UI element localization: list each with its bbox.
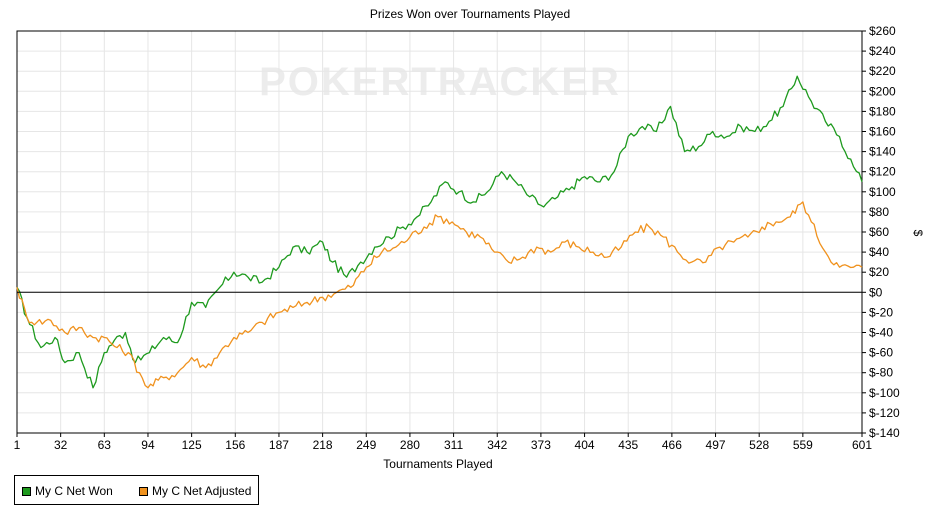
y-tick-label: $-20	[869, 305, 893, 319]
x-tick-label: 404	[575, 438, 595, 452]
y-tick-label: $20	[869, 265, 889, 279]
x-tick-label: 156	[225, 438, 245, 452]
legend-item-net-won[interactable]: My C Net Won	[22, 484, 113, 498]
y-tick-label: $-100	[869, 386, 900, 400]
y-tick-label: $120	[869, 165, 896, 179]
x-tick-label: 249	[356, 438, 376, 452]
y-tick-label: $140	[869, 145, 896, 159]
x-tick-label: 1	[14, 438, 21, 452]
y-axis-label: $	[911, 230, 925, 237]
x-tick-label: 311	[444, 438, 463, 452]
legend-swatch-net-won	[22, 486, 31, 496]
y-tick-label: $200	[869, 84, 896, 98]
y-tick-label: $180	[869, 104, 896, 118]
y-tick-label: $0	[869, 285, 883, 299]
x-tick-label: 497	[706, 438, 726, 452]
legend-swatch-net-adjusted	[139, 486, 148, 496]
y-tick-label: $-120	[869, 406, 900, 420]
x-axis-ticks: 1 32 63 94 125 156 187 218 249 280 311 342 373 404 435…	[14, 433, 872, 452]
x-tick-label: 528	[749, 438, 769, 452]
y-tick-label: $240	[869, 44, 896, 58]
x-tick-label: 125	[182, 438, 202, 452]
x-tick-label: 466	[662, 438, 682, 452]
y-axis-ticks: $-140 $-120 $-100 $-80 $-60 $-40 $-20 $0 $20 $40 $…	[862, 24, 900, 440]
x-tick-label: 218	[313, 438, 333, 452]
x-tick-label: 63	[98, 438, 112, 452]
chart-area: Prizes Won over Tournaments Played POKER…	[14, 7, 925, 471]
legend-label-net-won: My C Net Won	[35, 484, 113, 498]
x-axis-label: Tournaments Played	[383, 457, 492, 471]
series-line-0	[16, 75, 863, 389]
y-tick-label: $-60	[869, 346, 893, 360]
series-line-1	[16, 201, 863, 389]
legend: My C Net Won My C Net Adjusted	[14, 475, 259, 505]
y-tick-label: $80	[869, 205, 889, 219]
x-tick-label: 373	[531, 438, 551, 452]
x-tick-label: 280	[400, 438, 420, 452]
grid	[16, 30, 863, 434]
x-tick-label: 187	[269, 438, 289, 452]
chart-title: Prizes Won over Tournaments Played	[370, 7, 570, 21]
y-tick-label: $-140	[869, 426, 900, 440]
x-tick-label: 342	[487, 438, 507, 452]
series-layer	[16, 75, 863, 389]
y-tick-label: $220	[869, 64, 896, 78]
y-tick-label: $-40	[869, 326, 893, 340]
y-tick-label: $160	[869, 125, 896, 139]
x-tick-label: 601	[852, 438, 872, 452]
watermark: POKERTRACKER	[259, 60, 621, 104]
legend-label-net-adjusted: My C Net Adjusted	[152, 484, 252, 498]
y-tick-label: $260	[869, 24, 896, 38]
y-tick-label: $100	[869, 185, 896, 199]
y-tick-label: $40	[869, 245, 889, 259]
x-tick-label: 32	[54, 438, 68, 452]
y-tick-label: $-80	[869, 366, 893, 380]
y-tick-label: $60	[869, 225, 889, 239]
x-tick-label: 559	[793, 438, 813, 452]
legend-item-net-adjusted[interactable]: My C Net Adjusted	[139, 484, 251, 498]
x-tick-label: 435	[618, 438, 638, 452]
x-tick-label: 94	[141, 438, 155, 452]
